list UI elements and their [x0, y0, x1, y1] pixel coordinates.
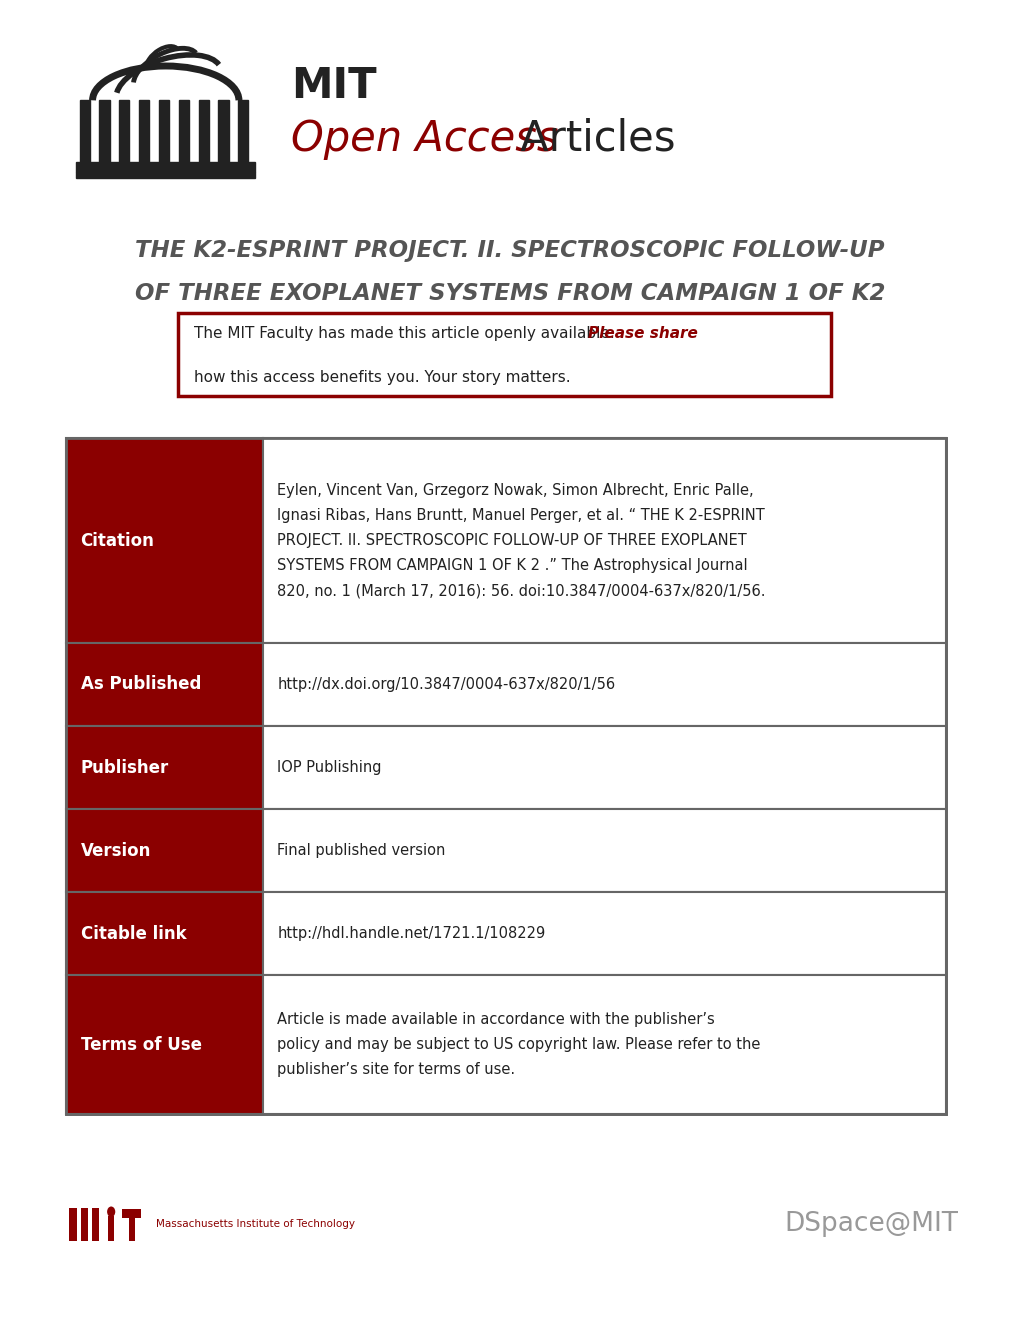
Text: THE K2-ESPRINT PROJECT. II. SPECTROSCOPIC FOLLOW-UP: THE K2-ESPRINT PROJECT. II. SPECTROSCOPI… [136, 239, 883, 263]
Bar [178, 313, 830, 396]
Bar [66, 809, 263, 892]
Text: http://hdl.handle.net/1721.1/108229: http://hdl.handle.net/1721.1/108229 [277, 927, 545, 941]
Bar [99, 100, 109, 162]
Text: The MIT Faculty has made this article openly available.: The MIT Faculty has made this article op… [194, 326, 619, 341]
Text: how this access benefits you. Your story matters.: how this access benefits you. Your story… [194, 371, 570, 385]
Text: MIT: MIT [290, 65, 376, 107]
Bar [66, 438, 263, 643]
Bar [79, 100, 90, 162]
Bar [81, 1208, 88, 1241]
Text: Citable link: Citable link [81, 925, 186, 942]
Bar [76, 172, 255, 178]
Bar [69, 1208, 76, 1241]
Bar [199, 100, 209, 162]
Bar [263, 438, 945, 643]
Bar [108, 1216, 114, 1241]
Bar [128, 1217, 135, 1241]
Bar [263, 726, 945, 809]
Bar [66, 975, 263, 1114]
Circle shape [107, 1206, 115, 1217]
Bar [119, 100, 129, 162]
Bar [122, 1209, 141, 1218]
Text: Ignasi Ribas, Hans Bruntt, Manuel Perger, et al. “ THE K 2-ESPRINT: Ignasi Ribas, Hans Bruntt, Manuel Perger… [277, 508, 764, 523]
Text: DSpace@MIT: DSpace@MIT [784, 1212, 958, 1237]
Text: policy and may be subject to US copyright law. Please refer to the: policy and may be subject to US copyrigh… [277, 1038, 760, 1052]
Text: Final published version: Final published version [277, 843, 445, 858]
Bar [263, 975, 945, 1114]
Bar [66, 892, 263, 975]
Bar [66, 643, 263, 726]
Text: As Published: As Published [81, 676, 201, 693]
Text: Articles: Articles [506, 117, 675, 160]
Bar [92, 1208, 99, 1241]
Text: Publisher: Publisher [81, 759, 169, 776]
Bar [263, 892, 945, 975]
Bar [263, 643, 945, 726]
Bar [66, 438, 945, 1114]
Text: IOP Publishing: IOP Publishing [277, 760, 381, 775]
Bar [178, 100, 189, 162]
Text: Article is made available in accordance with the publisher’s: Article is made available in accordance … [277, 1012, 714, 1027]
Bar [159, 100, 169, 162]
Bar [66, 726, 263, 809]
Bar [263, 809, 945, 892]
Text: publisher’s site for terms of use.: publisher’s site for terms of use. [277, 1063, 515, 1077]
Bar [139, 100, 149, 162]
Text: Massachusetts Institute of Technology: Massachusetts Institute of Technology [156, 1220, 355, 1229]
Text: Terms of Use: Terms of Use [81, 1036, 202, 1053]
Text: OF THREE EXOPLANET SYSTEMS FROM CAMPAIGN 1 OF K2: OF THREE EXOPLANET SYSTEMS FROM CAMPAIGN… [135, 281, 884, 305]
Text: SYSTEMS FROM CAMPAIGN 1 OF K 2 .” The Astrophysical Journal: SYSTEMS FROM CAMPAIGN 1 OF K 2 .” The As… [277, 558, 747, 573]
Text: Citation: Citation [81, 532, 154, 549]
Text: Please share: Please share [587, 326, 697, 341]
Text: PROJECT. II. SPECTROSCOPIC FOLLOW-UP OF THREE EXOPLANET: PROJECT. II. SPECTROSCOPIC FOLLOW-UP OF … [277, 533, 747, 548]
Bar [238, 100, 249, 162]
Text: Open Access: Open Access [290, 117, 557, 160]
Bar [66, 438, 945, 1114]
Text: Eylen, Vincent Van, Grzegorz Nowak, Simon Albrecht, Enric Palle,: Eylen, Vincent Van, Grzegorz Nowak, Simo… [277, 483, 753, 498]
Bar [76, 162, 255, 172]
Text: Version: Version [81, 842, 151, 859]
Text: http://dx.doi.org/10.3847/0004-637x/820/1/56: http://dx.doi.org/10.3847/0004-637x/820/… [277, 677, 614, 692]
Text: 820, no. 1 (March 17, 2016): 56. doi:10.3847/0004-637x/820/1/56.: 820, no. 1 (March 17, 2016): 56. doi:10.… [277, 583, 765, 598]
Bar [218, 100, 228, 162]
